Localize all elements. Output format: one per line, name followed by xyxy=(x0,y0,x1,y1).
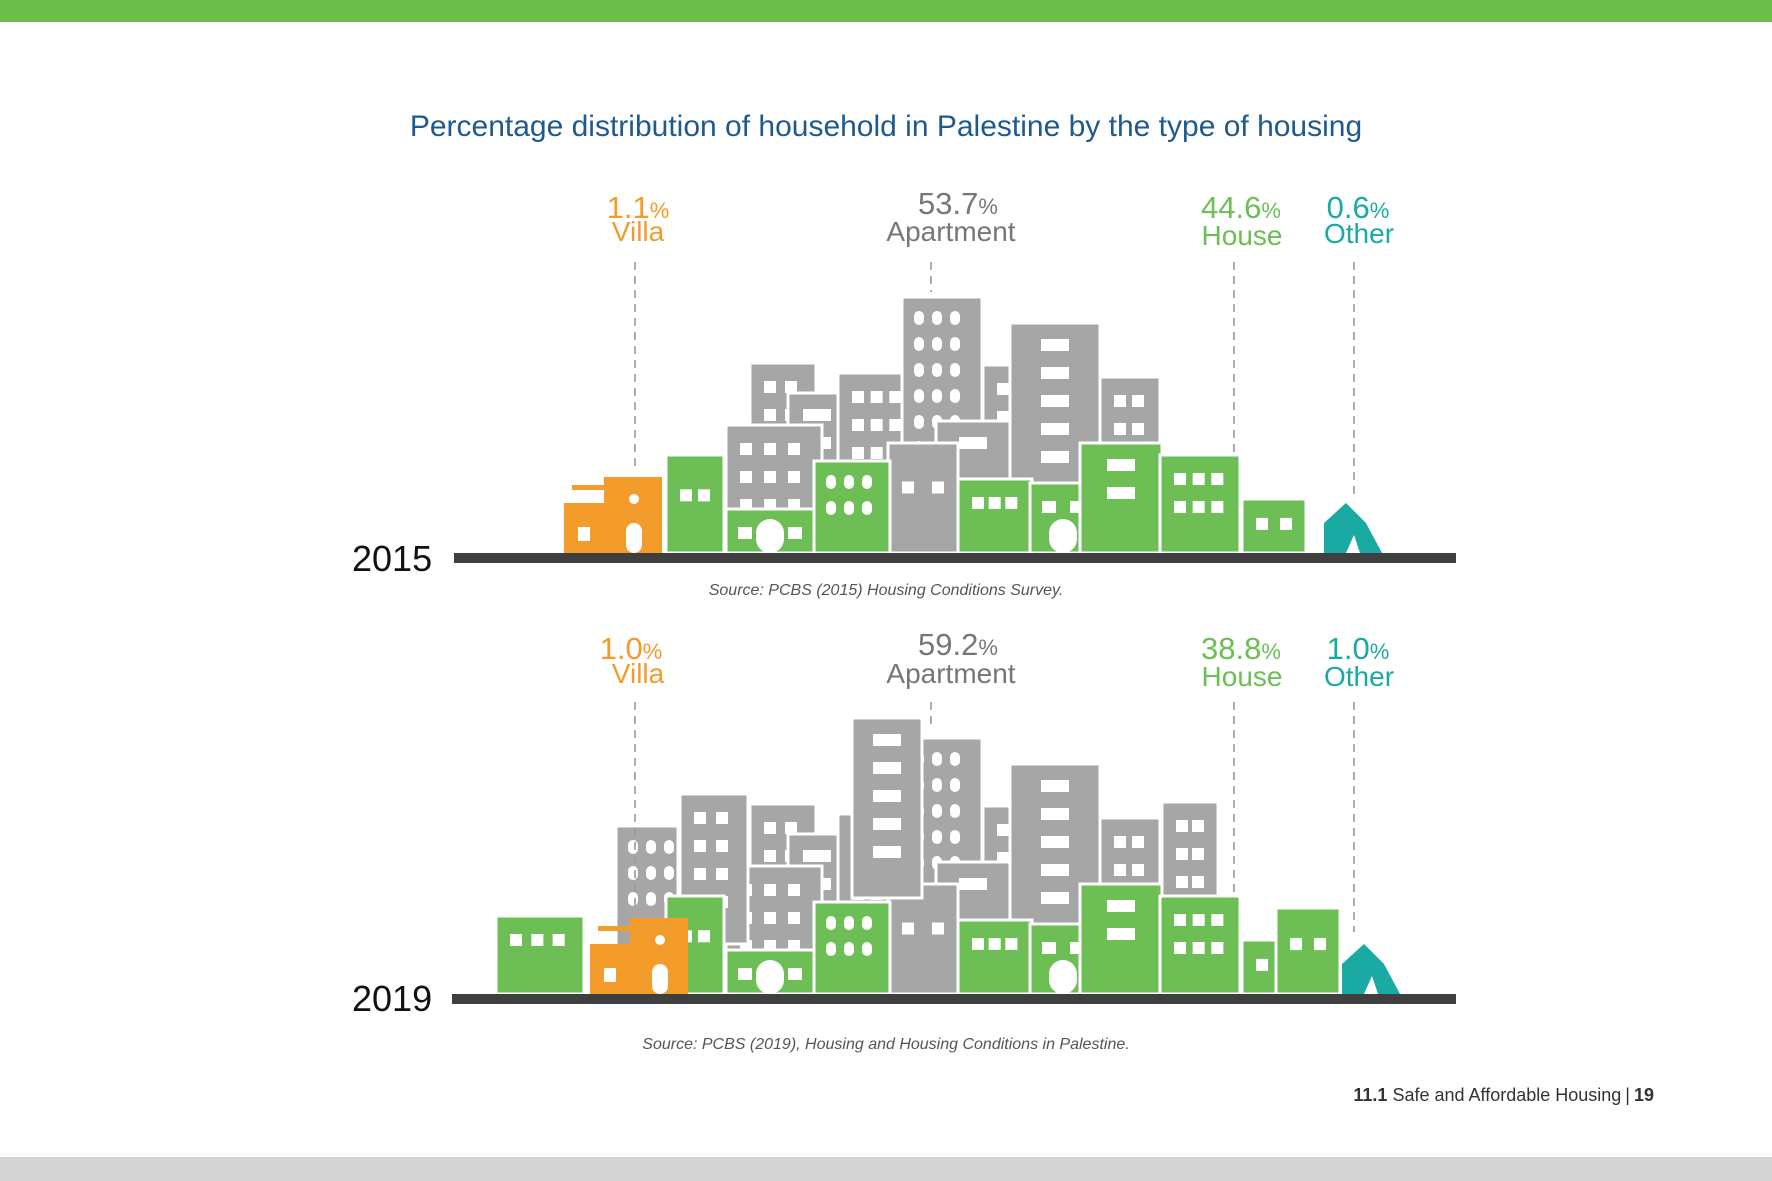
house-building-2019-2 xyxy=(724,948,816,996)
source-note-2015: Source: PCBS (2015) Housing Conditions S… xyxy=(708,582,1064,599)
other-percent-2019: 1.0% xyxy=(1326,631,1390,666)
panel-2015: 1.1% Villa 53.7% Apartment 44.6% House 0… xyxy=(352,186,1456,599)
house-building-2015-7 xyxy=(1158,453,1242,555)
top-accent-bar xyxy=(0,0,1772,22)
apartment-building-2015-10 xyxy=(886,441,960,555)
apartment-percent-2015: 53.7% xyxy=(918,186,998,221)
footer-section-title: Safe and Affordable Housing xyxy=(1392,1085,1622,1105)
other-tent-2015 xyxy=(1324,503,1382,553)
villa-percent-2015: 1.1% xyxy=(606,190,670,225)
villa-building-2015 xyxy=(564,477,662,553)
house-percent-2015: 44.6% xyxy=(1201,190,1281,225)
apartment-percent-2019: 59.2% xyxy=(918,627,998,662)
apartment-label-2015: Apartment xyxy=(886,216,1016,247)
year-label-2019: 2019 xyxy=(352,978,433,1019)
year-label-2015: 2015 xyxy=(352,538,433,579)
house-building-2015-3 xyxy=(812,459,892,555)
panel-2019: 1.0% Villa 59.2% Apartment 38.8% House 1… xyxy=(352,627,1456,1053)
footer-separator: | xyxy=(1625,1085,1630,1105)
house-building-2019-10 xyxy=(1274,906,1342,996)
other-tent-2019 xyxy=(1342,944,1400,994)
skyline-2015 xyxy=(454,262,1456,563)
house-building-2015-8 xyxy=(1240,497,1308,555)
house-building-2019-3 xyxy=(812,900,892,996)
villa-label-2019: Villa xyxy=(611,658,665,689)
chart-title: Percentage distribution of household in … xyxy=(409,110,1363,143)
house-label-2015: House xyxy=(1201,220,1283,251)
house-percent-2019: 38.8% xyxy=(1201,631,1281,666)
other-label-2019: Other xyxy=(1323,661,1395,692)
apartment-building-2019-13 xyxy=(850,716,924,900)
other-label-2015: Other xyxy=(1323,218,1395,249)
apartment-label-2019: Apartment xyxy=(886,658,1016,689)
other-percent-2015: 0.6% xyxy=(1326,190,1390,225)
footer-page-number: 19 xyxy=(1633,1085,1654,1105)
villa-label-2015: Villa xyxy=(611,216,665,247)
bottom-accent-bar xyxy=(0,1157,1772,1181)
house-building-2015-6 xyxy=(1078,441,1164,555)
house-building-2019-4 xyxy=(956,918,1034,996)
skyline-2019 xyxy=(452,702,1456,1004)
house-building-2019-6 xyxy=(1078,882,1164,996)
apartment-building-2019-10 xyxy=(886,882,960,996)
page-footer: 11.1 Safe and Affordable Housing | 19 xyxy=(1353,1085,1654,1106)
house-label-2019: House xyxy=(1201,661,1283,692)
house-building-2015-2 xyxy=(724,507,816,555)
villa-percent-2019: 1.0% xyxy=(599,631,663,666)
source-note-2019: Source: PCBS (2019), Housing and Housing… xyxy=(642,1036,1130,1053)
house-building-2019-9 xyxy=(494,914,586,996)
footer-section-number: 11.1 xyxy=(1353,1085,1388,1105)
house-building-2019-7 xyxy=(1158,894,1242,996)
villa-building-2019 xyxy=(590,918,688,994)
